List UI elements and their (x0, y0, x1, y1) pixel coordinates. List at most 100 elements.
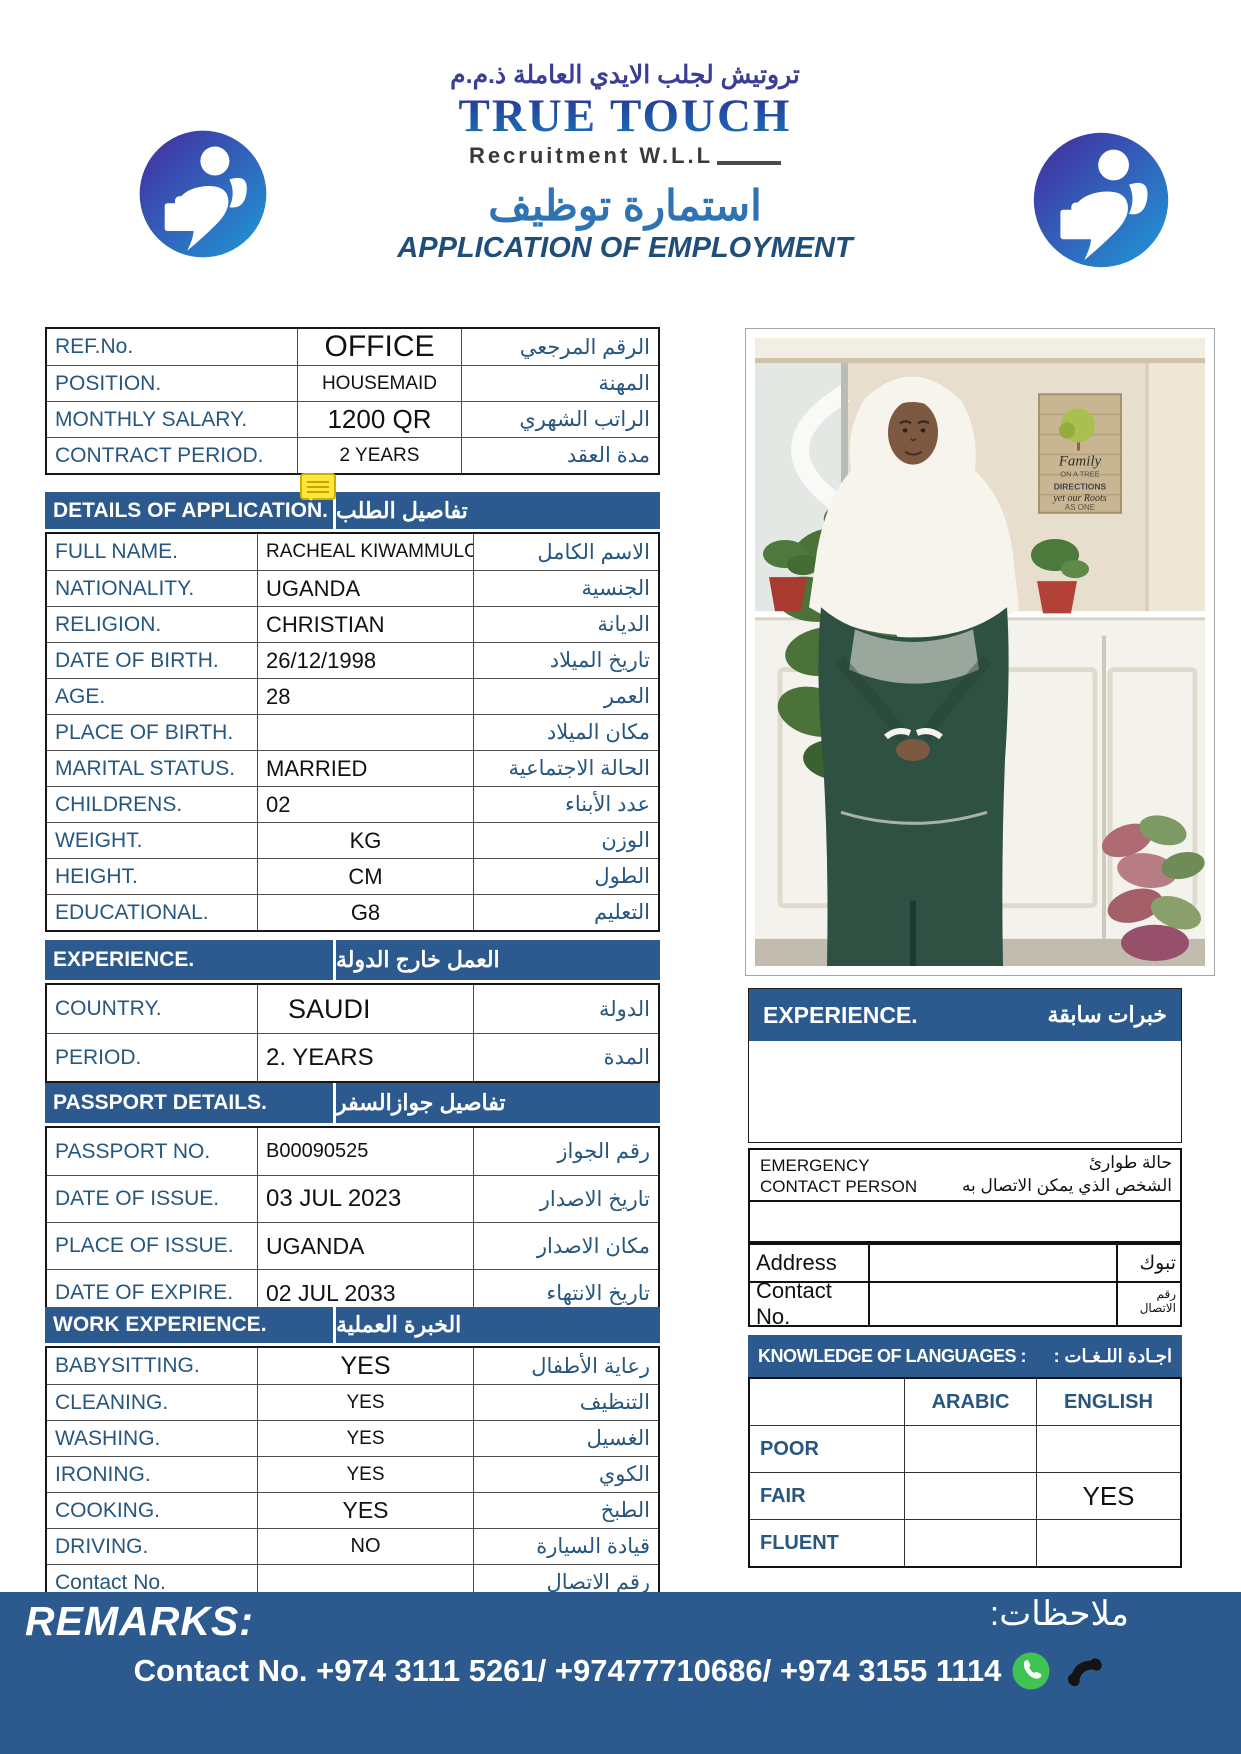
section-title: EXPERIENCE. (53, 948, 195, 971)
field-label-arabic: مكان الاصدار (536, 1234, 650, 1258)
note-line (307, 481, 329, 483)
table-row: PLACE OF ISSUE. UGANDA مكان الاصدار (47, 1222, 658, 1269)
field-label-arabic: الديانة (597, 613, 650, 636)
field-label: WEIGHT. (47, 823, 258, 858)
table-row: DATE OF ISSUE. 03 JUL 2023 تاريخ الاصدار (47, 1175, 658, 1222)
field-value: YES (258, 1457, 474, 1492)
table-row: COOKING. YES الطبخ (47, 1492, 658, 1528)
field-value: B00090525 (258, 1128, 474, 1175)
table-row: CONTRACT PERIOD. 2 YEARS مدة العقد (47, 437, 658, 473)
section-title-arabic: الخبرة العملية (333, 1307, 660, 1343)
field-label: PASSPORT NO. (47, 1128, 258, 1175)
section-header: EXPERIENCE. خبرات سابقة (749, 989, 1181, 1041)
table-row: CLEANING. YES التنظيف (47, 1384, 658, 1420)
field-value: UGANDA (258, 1223, 474, 1269)
field-label: POSITION. (47, 366, 298, 401)
contact-value-field (870, 1283, 1118, 1325)
table-row: CHILDRENS. 02 عدد الأبناء (47, 786, 658, 822)
field-value: UGANDA (258, 571, 474, 606)
field-label-arabic: الجنسية (581, 577, 650, 600)
field-label-arabic: الكوي (598, 1463, 650, 1486)
table-row: NATIONALITY. UGANDA الجنسية (47, 570, 658, 606)
previous-experience-box: EXPERIENCE. خبرات سابقة (748, 988, 1182, 1143)
field-label: WASHING. (47, 1421, 258, 1456)
field-label-arabic: مدة العقد (566, 444, 650, 467)
field-label: REF.No. (47, 329, 298, 365)
address-label: Address (750, 1245, 870, 1281)
field-value: 26/12/1998 (258, 643, 474, 678)
contact-arabic-line1: رقم (1156, 1287, 1176, 1301)
section-header: WORK EXPERIENCE. الخبرة العملية (45, 1307, 660, 1343)
table-row: DATE OF EXPIRE. 02 JUL 2033 تاريخ الانته… (47, 1269, 658, 1316)
reference-table: REF.No. OFFICE الرقم المرجعي POSITION. H… (45, 327, 660, 475)
languages-table: ARABIC ENGLISH POOR FAIR YES FLUENT (748, 1377, 1182, 1568)
field-label: DATE OF BIRTH. (47, 643, 258, 678)
brand-name-logo: TRUE TOUCH (459, 90, 792, 142)
field-label: RELIGION. (47, 607, 258, 642)
sign-text: Family (1058, 454, 1102, 470)
note-line (307, 486, 329, 488)
field-label: CONTRACT PERIOD. (47, 438, 298, 473)
applicant-photo-frame: Family ON A TREE DIRECTIONS yet our Root… (745, 328, 1215, 976)
experience-abroad-table: EXPERIENCE. العمل خارج الدولة COUNTRY. S… (45, 940, 660, 1083)
potted-plant (1031, 538, 1089, 614)
field-value: YES (258, 1493, 474, 1528)
level-arabic-value (904, 1520, 1036, 1566)
table-row: BABYSITTING. YES رعاية الأطفال (47, 1348, 658, 1384)
field-label: MONTHLY SALARY. (47, 402, 298, 437)
level-arabic-value (904, 1473, 1036, 1519)
level-label: FAIR (760, 1484, 806, 1507)
emergency-arabic-line1: حالة طوارئ (1088, 1153, 1172, 1172)
field-label: EDUCATIONAL. (47, 895, 258, 930)
field-label-arabic: تاريخ الانتهاء (546, 1281, 650, 1305)
empty-cell (750, 1379, 904, 1425)
field-value: 2 YEARS (298, 438, 462, 473)
level-english-value (1036, 1520, 1180, 1566)
sign-text: DIRECTIONS (1054, 482, 1107, 492)
field-label: DRIVING. (47, 1529, 258, 1564)
section-title-arabic: تفاصيل الطلب (333, 492, 660, 529)
field-value: 2. YEARS (258, 1034, 474, 1081)
emergency-arabic-line2: الشخص الذي يمكن الاتصال به (961, 1175, 1172, 1195)
table-row: MONTHLY SALARY. 1200 QR الراتب الشهري (47, 401, 658, 437)
field-label: Contact No. (47, 1565, 258, 1600)
field-value: YES (258, 1385, 474, 1420)
column-header-english: ENGLISH (1036, 1379, 1180, 1425)
field-label-arabic: تاريخ الميلاد (549, 649, 650, 672)
field-value: YES (258, 1421, 474, 1456)
field-label: NATIONALITY. (47, 571, 258, 606)
section-title-arabic: خبرات سابقة (1047, 1002, 1168, 1027)
comment-note-icon[interactable] (300, 473, 336, 501)
table-row: AGE. 28 العمر (47, 678, 658, 714)
emergency-line2: CONTACT PERSON (760, 1177, 918, 1197)
field-value: 03 JUL 2023 (258, 1176, 474, 1222)
footer-contact-row: Contact No. +974 3111 5261/ +97477710686… (0, 1650, 1241, 1692)
field-label: BABYSITTING. (47, 1348, 258, 1384)
company-logo-icon (1031, 130, 1171, 275)
field-value: CHRISTIAN (258, 607, 474, 642)
address-arabic: تبوك (1139, 1252, 1177, 1274)
field-value: 1200 QR (298, 402, 462, 437)
work-experience-table: WORK EXPERIENCE. الخبرة العملية BABYSITT… (45, 1307, 660, 1602)
field-value: G8 (258, 895, 474, 930)
field-value: CM (258, 859, 474, 894)
table-row: Contact No. رقم الاتصال (47, 1564, 658, 1600)
field-label-arabic: المدة (603, 1046, 650, 1069)
table-row: HEIGHT. CM الطول (47, 858, 658, 894)
languages-header-row: ARABIC ENGLISH (750, 1379, 1180, 1425)
table-row: PASSPORT NO. B00090525 رقم الجواز (47, 1128, 658, 1175)
section-title-arabic: تفاصيل جوازالسفر (333, 1083, 660, 1123)
field-label-arabic: الغسيل (586, 1427, 650, 1450)
section-title: WORK EXPERIENCE. (53, 1313, 267, 1336)
field-label-arabic: الحالة الاجتماعية (508, 757, 650, 780)
emergency-line1: EMERGENCY (760, 1156, 870, 1175)
section-title: EXPERIENCE. (763, 1001, 918, 1028)
form-header: تروتيش لجلب الايدي العاملة ذ.م.م TRUE TO… (320, 60, 930, 265)
brand-name: TRUE TOUCH (459, 90, 792, 142)
table-row: EDUCATIONAL. G8 التعليم (47, 894, 658, 930)
plant (1102, 815, 1205, 961)
field-label: PLACE OF BIRTH. (47, 715, 258, 750)
company-logo-icon (137, 128, 269, 265)
remarks-footer-band: REMARKS: ملاحظات: Contact No. +974 3111 … (0, 1592, 1241, 1754)
